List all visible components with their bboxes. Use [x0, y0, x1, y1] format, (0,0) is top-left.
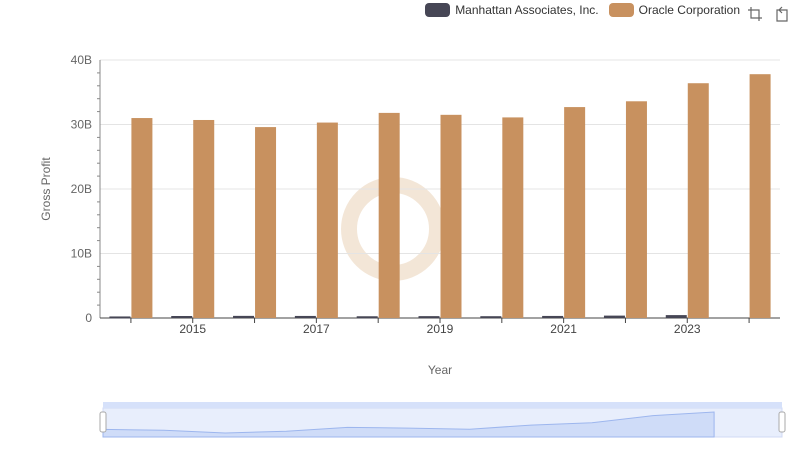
zoom-handle-left[interactable]	[99, 411, 107, 433]
y-axis-title: Gross Profit	[39, 157, 53, 221]
bar-manhattan	[480, 316, 502, 319]
bar-oracle	[564, 107, 586, 319]
x-tick-label: 2023	[674, 322, 701, 336]
bar-oracle	[131, 118, 153, 318]
zoom-handle-right[interactable]	[778, 411, 786, 433]
zoom-slider-bar	[103, 402, 782, 408]
restore-icon[interactable]	[774, 6, 790, 22]
bar-manhattan	[418, 316, 440, 319]
bar-oracle	[625, 101, 647, 318]
bar-manhattan	[294, 315, 316, 318]
bar-manhattan	[171, 316, 193, 319]
zoom-slider-preview	[102, 411, 715, 438]
bar-manhattan	[542, 315, 564, 318]
bar-oracle	[255, 127, 277, 318]
bar-oracle	[440, 114, 462, 318]
bar-oracle	[316, 122, 338, 318]
bar-manhattan	[356, 316, 378, 319]
bar-oracle	[193, 119, 215, 318]
x-tick-label: 2019	[427, 322, 454, 336]
bar-oracle	[378, 112, 400, 318]
x-tick-label: 2015	[179, 322, 206, 336]
bar-manhattan	[109, 316, 131, 319]
bar-oracle	[502, 117, 524, 318]
legend-label-manhattan: Manhattan Associates, Inc.	[455, 3, 599, 17]
y-tick-label: 0	[85, 311, 92, 325]
bar-oracle	[749, 74, 771, 318]
bar-manhattan	[603, 315, 625, 318]
y-tick-label: 30B	[71, 118, 92, 132]
y-tick-label: 10B	[71, 247, 92, 261]
zoom-icon[interactable]	[747, 6, 763, 22]
legend-item-manhattan[interactable]: Manhattan Associates, Inc.	[425, 3, 599, 17]
y-tick-label: 20B	[71, 182, 92, 196]
bar-manhattan	[233, 315, 255, 318]
legend-swatch-manhattan	[425, 3, 451, 17]
x-tick-label: 2021	[550, 322, 577, 336]
bar-manhattan	[665, 315, 687, 318]
legend-item-oracle[interactable]: Oracle Corporation	[608, 3, 740, 17]
bar-oracle	[687, 83, 709, 318]
x-tick-label: 2017	[303, 322, 330, 336]
y-tick-label: 40B	[71, 53, 92, 67]
x-axis-title: Year	[428, 363, 452, 377]
legend-swatch-oracle	[608, 3, 634, 17]
legend-label-oracle: Oracle Corporation	[638, 3, 740, 17]
legend: Manhattan Associates, Inc. Oracle Corpor…	[425, 3, 740, 17]
